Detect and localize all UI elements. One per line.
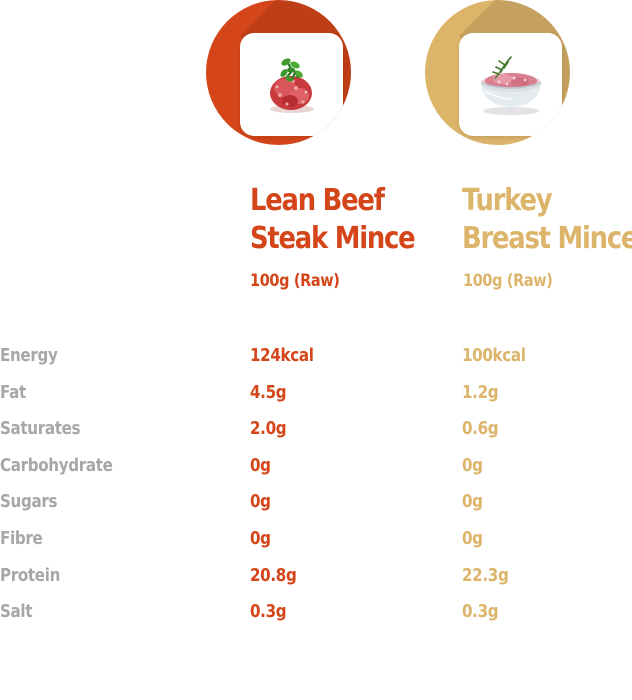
beef-serving-size: 100g (Raw) [250, 271, 340, 291]
beef-value: 0g [250, 454, 271, 476]
turkey-value: 1.2g [462, 381, 499, 403]
beef-value: 4.5g [250, 381, 287, 403]
nutrition-row-saturates: Saturates 2.0g 0.6g [0, 414, 632, 451]
beef-value: 0.3g [250, 601, 287, 623]
nutrition-row-sugars: Sugars 0g 0g [0, 487, 632, 524]
nutrient-label: Energy [0, 345, 58, 366]
beef-image-tile [240, 33, 343, 136]
nutrition-row-protein: Protein 20.8g 22.3g [0, 561, 632, 598]
turkey-mince-bowl-icon [480, 56, 542, 115]
beef-value: 0g [250, 527, 271, 549]
nutrient-label: Salt [0, 601, 33, 623]
turkey-value: 100kcal [462, 345, 526, 366]
turkey-badge-circle [425, 0, 570, 145]
turkey-serving-size: 100g (Raw) [463, 271, 553, 291]
turkey-value: 0g [462, 454, 483, 476]
turkey-name-line1: Turkey [462, 183, 553, 218]
beef-value: 2.0g [250, 418, 287, 440]
beef-value: 124kcal [250, 345, 314, 366]
nutrition-row-salt: Salt 0.3g 0.3g [0, 597, 632, 634]
nutrition-row-energy: Energy 124kcal 100kcal [0, 341, 632, 378]
nutrient-label: Fat [0, 381, 26, 403]
turkey-value: 0g [462, 527, 483, 549]
nutrition-row-fibre: Fibre 0g 0g [0, 524, 632, 561]
nutrition-table: Energy 124kcal 100kcal Fat 4.5g 1.2g Sat… [0, 341, 632, 634]
nutrition-row-fat: Fat 4.5g 1.2g [0, 378, 632, 415]
nutrient-label: Protein [0, 564, 61, 586]
nutrient-label: Fibre [0, 527, 43, 549]
beef-name-line2: Steak Mince [250, 221, 416, 256]
beef-product-name: Lean Beef Steak Mince [250, 182, 416, 258]
turkey-value: 0g [462, 491, 483, 513]
turkey-product-name: Turkey Breast Mince [462, 182, 632, 258]
turkey-image-tile [459, 33, 562, 136]
nutrition-row-carbohydrate: Carbohydrate 0g 0g [0, 451, 632, 488]
beef-mince-icon [270, 58, 314, 113]
beef-value: 20.8g [250, 564, 297, 586]
turkey-value: 22.3g [462, 564, 509, 586]
nutrient-label: Carbohydrate [0, 454, 113, 476]
beef-name-line1: Lean Beef [250, 183, 385, 218]
turkey-name-line2: Breast Mince [462, 221, 632, 256]
turkey-value: 0.3g [462, 601, 499, 623]
beef-value: 0g [250, 491, 271, 513]
nutrient-label: Saturates [0, 418, 81, 440]
turkey-value: 0.6g [462, 418, 499, 440]
beef-badge-circle [206, 0, 351, 145]
nutrient-label: Sugars [0, 491, 58, 513]
